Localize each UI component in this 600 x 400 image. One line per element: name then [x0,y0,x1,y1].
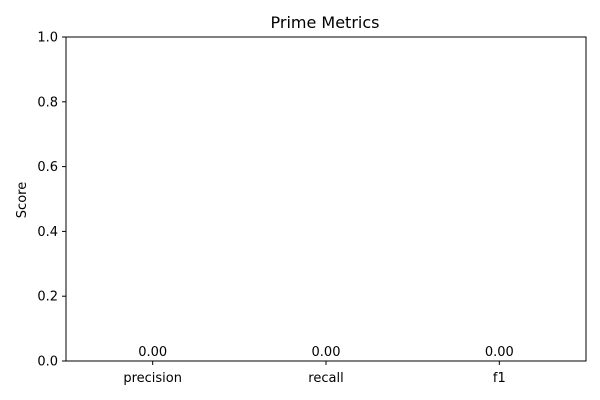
y-axis-label: Score [15,182,30,218]
x-tick-label-precision: precision [123,371,182,386]
x-tick-label-recall: recall [308,371,343,386]
axes-frame [65,36,587,362]
plot-area: 0.00 precision 0.00 recall 0.00 f1 0.0 0.2 0.4 0.… [37,31,587,386]
y-tick-label-0: 0.0 [37,355,58,370]
y-tick-label-4: 0.8 [37,95,58,110]
data-label-f1: 0.00 [485,345,514,360]
data-label-recall: 0.00 [312,345,341,360]
y-tick-label-1: 0.2 [37,290,58,305]
x-tick-label-f1: f1 [493,371,506,386]
y-tick-label-3: 0.6 [37,160,58,175]
y-tick-label-5: 1.0 [37,31,58,46]
y-tick-label-2: 0.4 [37,225,58,240]
data-label-precision: 0.00 [138,345,167,360]
chart-title: Prime Metrics [271,13,380,32]
